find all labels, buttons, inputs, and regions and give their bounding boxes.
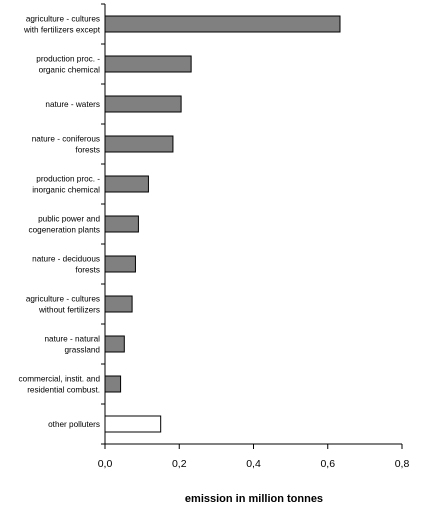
category-label: nature - deciduous <box>32 255 100 264</box>
category-label: cogeneration plants <box>29 226 100 235</box>
category-label: nature - coniferous <box>32 135 100 144</box>
bar <box>104 55 192 73</box>
category-labels-group: agriculture - cultures with fertilizers e… <box>19 15 101 430</box>
bar <box>104 215 139 233</box>
bar <box>104 135 174 153</box>
x-tick-label: 0,4 <box>246 458 261 470</box>
x-tick-label: 0,2 <box>172 458 187 470</box>
bar <box>104 335 125 353</box>
x-tick-label: 0,0 <box>98 458 113 470</box>
axes-group: 0,0 0,2 0,4 0,6 0,8 <box>98 3 410 470</box>
bar <box>104 375 122 393</box>
category-label: agriculture - cultures <box>26 15 100 24</box>
category-label: commercial, instit. and <box>19 375 101 384</box>
bar <box>104 175 149 193</box>
category-label: inorganic chemical <box>32 186 100 195</box>
category-label: forests <box>75 146 100 155</box>
bar <box>104 415 162 433</box>
x-axis-title: emission in million tonnes <box>185 493 323 505</box>
category-label: public power and <box>38 215 100 224</box>
category-label: grassland <box>64 346 100 355</box>
category-label: residential combust. <box>27 386 100 395</box>
bar <box>104 95 182 113</box>
category-label: with fertilizers except <box>23 26 101 35</box>
category-label: without fertilizers <box>38 306 100 315</box>
category-label: nature - waters <box>45 100 100 109</box>
x-tick-label: 0,6 <box>320 458 335 470</box>
category-label: organic chemical <box>39 66 101 75</box>
category-label: production proc. - <box>36 55 100 64</box>
bar <box>104 295 133 313</box>
bar <box>104 15 341 33</box>
category-label: agriculture - cultures <box>26 295 100 304</box>
bars-group <box>104 15 341 433</box>
category-label: other polluters <box>48 420 100 429</box>
bar <box>104 255 136 273</box>
category-label: nature - natural <box>44 335 100 344</box>
category-label: production proc. - <box>36 175 100 184</box>
x-tick-label: 0,8 <box>395 458 410 470</box>
category-label: forests <box>75 266 100 275</box>
